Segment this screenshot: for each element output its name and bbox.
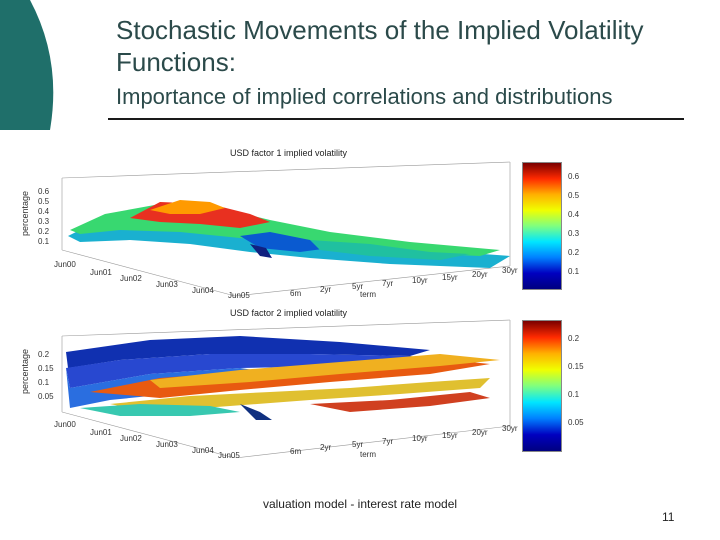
date-tick: Jun04	[192, 286, 214, 295]
term-tick: 6m	[290, 447, 302, 456]
y-tick: 0.2	[38, 350, 50, 359]
colorbar	[522, 162, 562, 290]
colorbar-tick: 0.05	[568, 418, 584, 427]
decorative-corner-shape	[0, 0, 54, 130]
date-tick: Jun01	[90, 268, 112, 277]
y-tick: 0.2	[38, 227, 50, 236]
term-tick: 5yr	[352, 282, 364, 291]
date-tick: Jun02	[120, 434, 142, 443]
date-tick: Jun03	[156, 440, 178, 449]
slide-subtitle: Importance of implied correlations and d…	[116, 84, 613, 109]
x-axis-label: term	[360, 290, 376, 299]
plot-title: USD factor 2 implied volatility	[230, 308, 348, 318]
y-tick: 0.4	[38, 207, 50, 216]
y-tick: 0.3	[38, 217, 50, 226]
term-tick: 30yr	[502, 424, 518, 433]
term-tick: 30yr	[502, 266, 518, 275]
y-tick: 0.1	[38, 237, 50, 246]
term-tick: 20yr	[472, 428, 488, 437]
colorbar-tick: 0.6	[568, 172, 580, 181]
page-number: 11	[662, 510, 675, 524]
colorbar-tick: 0.4	[568, 210, 580, 219]
colorbar-tick: 0.3	[568, 229, 580, 238]
date-tick: Jun00	[54, 420, 76, 429]
date-tick: Jun01	[90, 428, 112, 437]
colorbar-tick: 0.1	[568, 390, 580, 399]
term-tick: 5yr	[352, 440, 364, 449]
date-tick: Jun02	[120, 274, 142, 283]
plot-title: USD factor 1 implied volatility	[230, 148, 348, 158]
colorbar-tick: 0.15	[568, 362, 584, 371]
y-tick: 0.05	[38, 392, 54, 401]
term-tick: 2yr	[320, 285, 332, 294]
term-tick: 6m	[290, 289, 302, 298]
surface-plot-factor-2: USD factor 2 implied volatility percenta…	[10, 308, 584, 460]
title-divider	[108, 118, 684, 120]
date-tick: Jun05	[218, 451, 240, 460]
term-tick: 7yr	[382, 279, 394, 288]
term-tick: 15yr	[442, 431, 458, 440]
colorbar-tick: 0.2	[568, 334, 580, 343]
x-axis-label: term	[360, 450, 376, 459]
y-tick: 0.1	[38, 378, 50, 387]
term-tick: 10yr	[412, 434, 428, 443]
colorbar-tick: 0.1	[568, 267, 580, 276]
term-tick: 7yr	[382, 437, 394, 446]
term-tick: 2yr	[320, 443, 332, 452]
term-tick: 10yr	[412, 276, 428, 285]
colorbar-tick: 0.2	[568, 248, 580, 257]
date-tick: Jun04	[192, 446, 214, 455]
colorbar	[522, 320, 562, 452]
term-tick: 20yr	[472, 270, 488, 279]
date-tick: Jun05	[228, 291, 250, 300]
surface-graphic	[61, 319, 511, 458]
date-tick: Jun00	[54, 260, 76, 269]
surface-graphic	[61, 161, 511, 297]
date-tick: Jun03	[156, 280, 178, 289]
slide-footer: valuation model - interest rate model	[262, 497, 458, 511]
surface-plot-factor-1: USD factor 1 implied volatility percenta…	[10, 148, 580, 300]
y-tick: 0.5	[38, 197, 50, 206]
y-tick: 0.15	[38, 364, 54, 373]
slide-title: Stochastic Movements of the Implied Vola…	[116, 15, 644, 77]
colorbar-tick: 0.5	[568, 191, 580, 200]
term-tick: 15yr	[442, 273, 458, 282]
y-tick: 0.6	[38, 187, 50, 196]
